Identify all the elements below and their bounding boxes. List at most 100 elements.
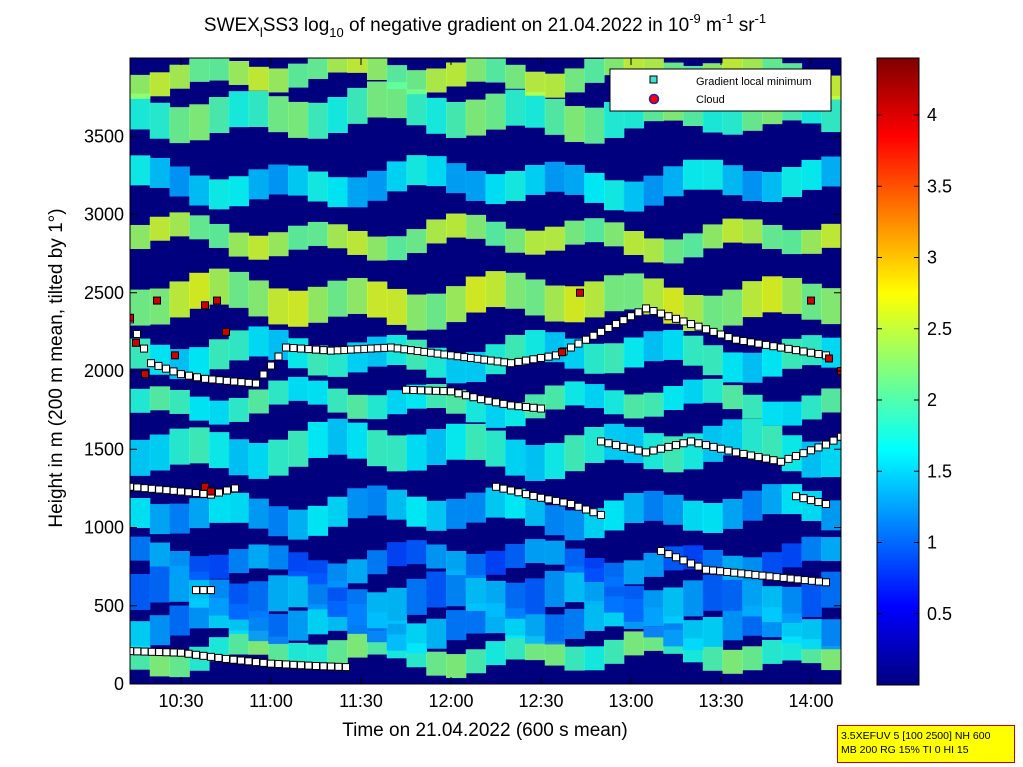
heat-cell <box>209 400 230 425</box>
heat-cell <box>683 379 704 404</box>
heat-cell <box>584 557 605 582</box>
heat-cell <box>347 488 368 519</box>
heat-cell <box>505 272 526 309</box>
minimum-marker <box>340 345 349 354</box>
heat-cell <box>584 281 605 318</box>
heat-cell <box>367 236 388 261</box>
minimum-marker <box>799 449 808 458</box>
heat-cell <box>525 539 546 564</box>
minimum-marker <box>207 652 215 661</box>
heat-cell <box>623 560 645 585</box>
minimum-marker <box>231 484 239 493</box>
heat-cell <box>268 288 289 325</box>
minimum-marker <box>717 330 725 339</box>
heat-cell <box>465 553 487 578</box>
legend-minimum-marker <box>649 75 658 84</box>
heat-cell <box>623 337 645 368</box>
cloud-marker <box>576 288 584 297</box>
minimum-marker <box>792 346 800 355</box>
minimum-marker <box>312 345 320 354</box>
heat-cell <box>248 498 269 529</box>
minimum-marker <box>347 345 355 354</box>
minimum-marker <box>237 378 246 387</box>
colorbar-tick-label: 1.5 <box>927 461 952 481</box>
heat-cell <box>801 395 822 420</box>
heat-cell <box>426 571 447 608</box>
heat-cell <box>386 65 408 90</box>
minimum-marker <box>289 344 298 353</box>
heat-cell <box>228 397 250 422</box>
minimum-marker <box>744 570 753 579</box>
legend-cloud-marker <box>648 93 660 105</box>
heat-cell <box>702 574 724 611</box>
minimum-marker <box>282 343 290 352</box>
minimum-marker <box>657 444 665 453</box>
heat-cell <box>228 232 250 257</box>
heat-cell <box>544 614 566 645</box>
heat-cell <box>683 620 704 651</box>
minimum-marker <box>762 454 770 463</box>
minimum-marker <box>304 661 313 670</box>
minimum-marker <box>420 347 429 356</box>
heat-cell <box>327 58 348 73</box>
heat-cell <box>525 91 546 128</box>
minimum-marker <box>522 490 530 499</box>
minimum-marker <box>784 454 793 463</box>
minimum-marker <box>522 402 530 411</box>
minimum-marker <box>267 361 275 370</box>
heat-cell <box>248 91 269 128</box>
heat-cell <box>762 224 783 249</box>
minimum-marker <box>672 553 680 562</box>
minimum-marker <box>627 444 635 453</box>
heat-cell <box>367 592 388 629</box>
minimum-marker <box>786 574 795 583</box>
minimum-marker <box>267 659 275 668</box>
heat-cell <box>347 422 368 459</box>
heat-cell <box>722 649 743 674</box>
heat-cell <box>367 550 388 575</box>
minimum-marker <box>642 304 650 313</box>
heat-cell <box>781 586 803 623</box>
minimum-marker <box>140 484 149 493</box>
minimum-marker <box>199 586 208 595</box>
minimum-marker <box>724 446 733 455</box>
heat-cell <box>327 280 348 317</box>
cloud-marker <box>207 487 215 496</box>
heat-cell <box>327 96 348 133</box>
heat-cell <box>485 271 506 308</box>
heat-cell <box>426 544 447 569</box>
colorbar-tick-label: 1 <box>927 533 937 553</box>
minima-series <box>492 482 605 519</box>
minimum-marker <box>529 355 538 364</box>
heat-cell <box>367 430 388 467</box>
heat-cell <box>189 427 210 464</box>
minimum-marker <box>177 370 185 379</box>
heat-cell <box>386 435 408 472</box>
heat-cell <box>426 429 447 466</box>
y-tick-label: 3500 <box>84 126 124 146</box>
minimum-marker <box>140 344 148 353</box>
minimum-marker <box>297 344 305 353</box>
minimum-marker <box>574 502 583 511</box>
heat-cell <box>248 611 269 642</box>
minimum-marker <box>427 348 435 357</box>
minimum-marker <box>769 342 778 351</box>
heat-cell <box>347 559 368 584</box>
heat-cell <box>130 224 151 249</box>
heat-cell <box>643 331 664 362</box>
heat-cell <box>446 570 467 607</box>
heat-cell <box>465 99 487 136</box>
heat-cell <box>742 580 763 617</box>
heat-cell <box>446 286 467 323</box>
minimum-marker <box>184 649 193 658</box>
heat-cell <box>288 509 309 540</box>
minimum-marker <box>657 309 665 318</box>
heat-cell <box>525 495 546 526</box>
heat-cell <box>307 380 329 405</box>
minimum-marker <box>252 658 260 667</box>
minimum-marker <box>779 573 788 582</box>
minimum-marker <box>793 575 802 584</box>
cloud-marker <box>201 301 209 310</box>
colorbar-gradient <box>876 57 920 686</box>
minimum-marker <box>679 317 688 326</box>
